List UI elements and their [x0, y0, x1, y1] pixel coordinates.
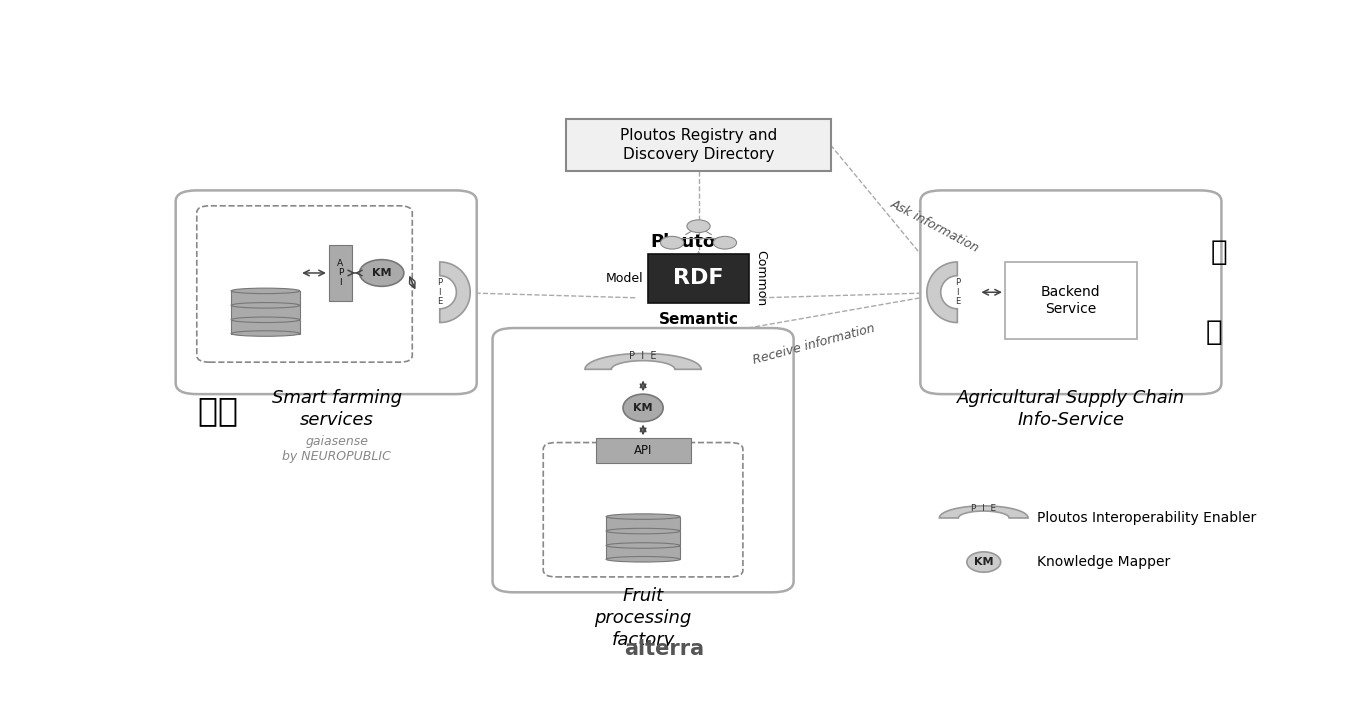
Text: Agricultural Supply Chain
Info-Service: Agricultural Supply Chain Info-Service: [957, 388, 1184, 429]
Text: Ploutos Registry and
Discovery Directory: Ploutos Registry and Discovery Directory: [620, 128, 777, 162]
Text: KM: KM: [975, 557, 994, 567]
Text: Ploutos Interoperability Enabler: Ploutos Interoperability Enabler: [1037, 511, 1255, 525]
Text: Fruit
processing
factory: Fruit processing factory: [594, 587, 691, 649]
Polygon shape: [927, 262, 957, 322]
Text: Receive information: Receive information: [751, 322, 876, 367]
FancyBboxPatch shape: [176, 190, 477, 394]
FancyBboxPatch shape: [920, 190, 1221, 394]
Ellipse shape: [607, 528, 680, 534]
Bar: [232, 320, 300, 333]
Ellipse shape: [607, 543, 680, 548]
Ellipse shape: [607, 556, 680, 562]
Text: 💻: 💻: [1206, 318, 1223, 346]
Bar: [232, 291, 300, 305]
Bar: [1005, 262, 1137, 339]
Text: Smart farming
services: Smart farming services: [271, 388, 402, 429]
Polygon shape: [939, 506, 1028, 518]
Text: Ask information: Ask information: [889, 197, 981, 255]
Bar: [232, 305, 300, 319]
Bar: [607, 546, 680, 559]
Ellipse shape: [623, 394, 664, 422]
Text: Model: Model: [605, 272, 643, 285]
Ellipse shape: [360, 260, 403, 286]
Text: API: API: [634, 444, 653, 457]
Ellipse shape: [661, 237, 684, 249]
Text: 🧑‍🌾: 🧑‍🌾: [198, 394, 239, 427]
Polygon shape: [440, 262, 470, 322]
Text: KM: KM: [372, 268, 391, 278]
Text: alterra: alterra: [624, 639, 705, 659]
Text: Knowledge Mapper: Knowledge Mapper: [1037, 555, 1169, 569]
Text: Common: Common: [754, 250, 767, 307]
Text: 📱: 📱: [1210, 238, 1228, 266]
Text: Backend
Service: Backend Service: [1041, 285, 1101, 317]
Bar: [328, 245, 352, 300]
Text: P
I
E: P I E: [954, 278, 960, 307]
Ellipse shape: [713, 237, 736, 249]
Ellipse shape: [232, 288, 300, 294]
Text: A
P
I: A P I: [338, 259, 343, 287]
Bar: [607, 517, 680, 531]
Text: KM: KM: [634, 403, 653, 413]
Ellipse shape: [966, 552, 1000, 572]
Ellipse shape: [687, 220, 710, 232]
Polygon shape: [585, 353, 701, 370]
Bar: [607, 531, 680, 545]
Text: P  I  E: P I E: [972, 503, 996, 513]
Ellipse shape: [232, 317, 300, 322]
Text: P  I  E: P I E: [630, 350, 657, 360]
Bar: [567, 119, 830, 171]
Text: Semantic: Semantic: [658, 312, 739, 327]
Text: RDF: RDF: [673, 269, 724, 288]
Text: P
I
E: P I E: [438, 278, 443, 307]
Bar: [596, 438, 691, 463]
Ellipse shape: [232, 302, 300, 308]
Text: Ploutos: Ploutos: [650, 233, 726, 251]
Ellipse shape: [232, 331, 300, 336]
FancyBboxPatch shape: [492, 328, 793, 592]
Text: gaiasense
by NEUROPUBLIC: gaiasense by NEUROPUBLIC: [282, 435, 391, 463]
Bar: [649, 254, 748, 303]
Ellipse shape: [607, 514, 680, 519]
